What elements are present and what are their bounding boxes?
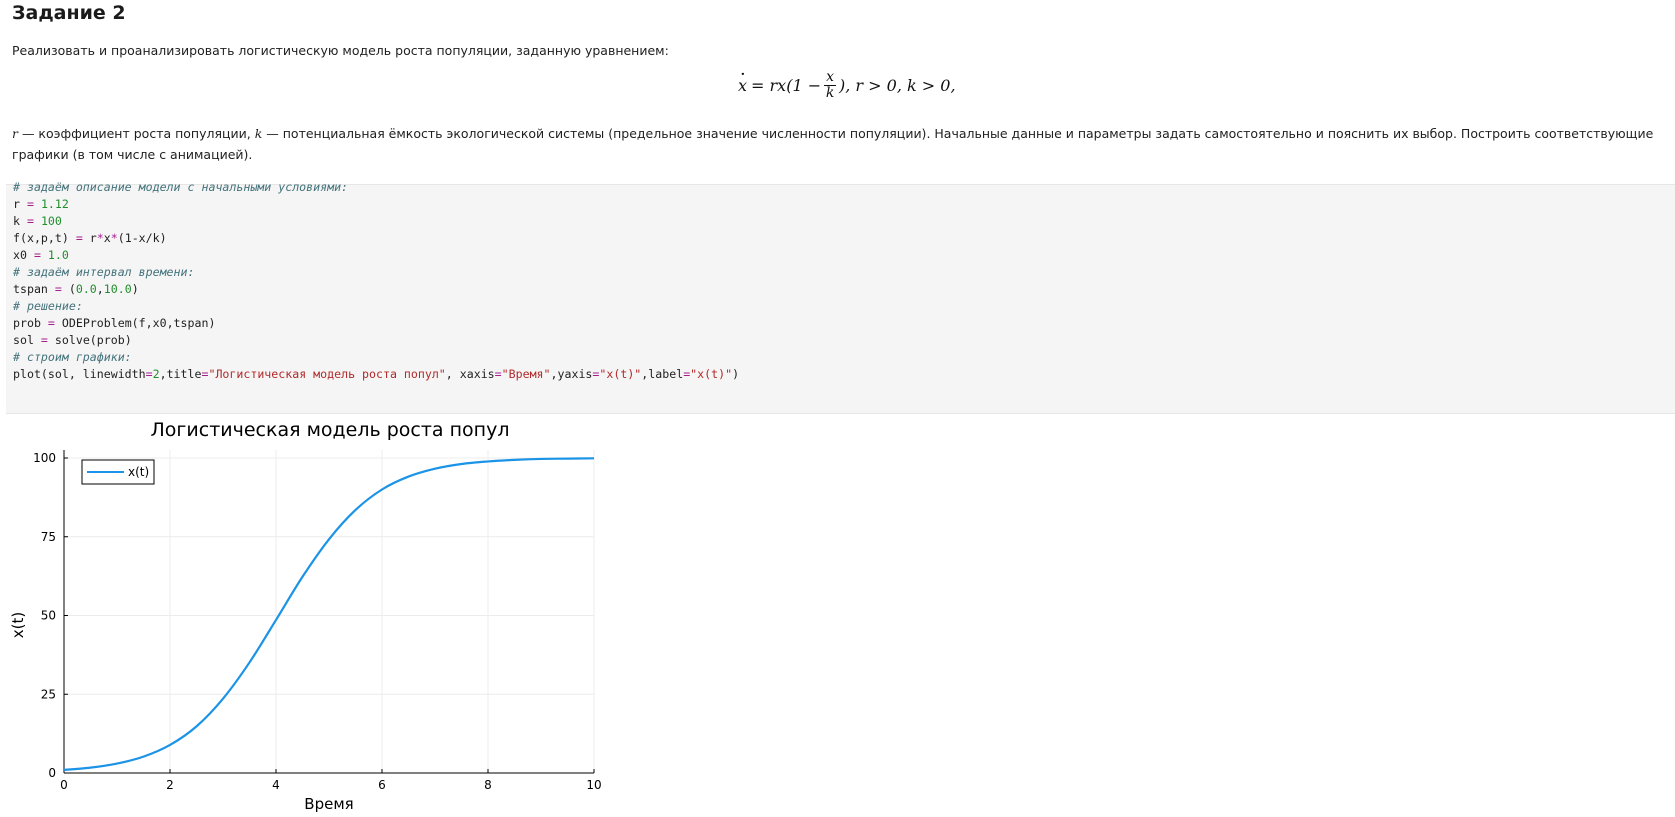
code-token: x0	[13, 248, 27, 262]
code-token: solve(prob)	[54, 333, 132, 347]
code-token: )	[131, 282, 139, 296]
chart-series	[63, 457, 595, 771]
code-line: tspan = (0.0,10.0)	[13, 280, 139, 298]
code-string: "x(t)"	[690, 367, 733, 381]
code-operator: =	[33, 333, 55, 347]
code-cell[interactable]: # задаём описание модели с начальными ус…	[6, 180, 1675, 414]
code-token: (	[68, 282, 76, 296]
code-line: x0 = 1.0	[13, 246, 69, 264]
code-operator: =	[19, 197, 41, 211]
y-tick-label: 75	[41, 530, 56, 544]
code-token: r	[13, 197, 20, 211]
chart-legend: x(t)	[81, 459, 155, 485]
y-tick-label: 100	[33, 451, 56, 465]
code-operator: =	[201, 367, 209, 381]
code-number: 1.0	[47, 248, 69, 262]
code-token: x	[103, 231, 111, 245]
code-token: (1-x/k)	[117, 231, 167, 245]
code-token: r	[89, 231, 97, 245]
equation-rhs-start: = rx(1 −	[751, 76, 822, 95]
code-token: ,title	[159, 367, 202, 381]
code-token: k	[13, 214, 20, 228]
var-k: k	[254, 126, 263, 141]
task-heading: Задание 2	[12, 2, 126, 24]
logistic-growth-chart: Логистическая модель роста попул 0 2 4 6 8 10…	[9, 419, 602, 813]
description-part-2: — потенциальная ёмкость экологической си…	[12, 126, 1654, 162]
code-line: r = 1.12	[13, 195, 69, 213]
description-part-1: — коэффициент роста популяции,	[17, 126, 255, 141]
code-number: 100	[40, 214, 62, 228]
code-string: "Логистическая модель роста попул"	[208, 367, 446, 381]
equation-lhs: x	[738, 64, 747, 95]
code-line: # решение:	[13, 297, 83, 315]
x-tick-label: 10	[586, 778, 601, 792]
code-operator: =	[494, 367, 502, 381]
code-operator: =	[145, 367, 153, 381]
chart-grid	[63, 450, 595, 774]
legend-label: x(t)	[128, 465, 149, 479]
x-tick-label: 0	[60, 778, 68, 792]
code-token: )	[732, 367, 740, 381]
code-token: ODEProblem(f,x0,tspan)	[61, 316, 216, 330]
x-tick-label: 6	[378, 778, 386, 792]
var-r: r	[12, 126, 18, 141]
code-token: prob	[13, 316, 41, 330]
series-line-x-t	[63, 457, 595, 771]
code-token: ,	[96, 282, 104, 296]
chart-title: Логистическая модель роста попул	[151, 419, 510, 441]
x-tick-label: 2	[166, 778, 174, 792]
code-comment: # решение:	[13, 299, 83, 313]
code-operator: =	[592, 367, 600, 381]
code-operator: *	[96, 231, 104, 245]
code-number: 2	[152, 367, 160, 381]
code-operator: =	[683, 367, 691, 381]
code-comment: # задаём описание модели с начальными ус…	[13, 180, 349, 194]
intro-text: Реализовать и проанализировать логистиче…	[12, 43, 669, 58]
code-string: "x(t)"	[599, 367, 642, 381]
x-tick-label: 8	[484, 778, 492, 792]
y-tick-label: 50	[41, 609, 56, 623]
code-token: tspan	[13, 282, 48, 296]
code-number: 0.0	[75, 282, 97, 296]
equation-rhs-end: ), r > 0, k > 0,	[839, 76, 956, 95]
fraction-denominator: k	[825, 85, 835, 101]
chart-axes	[63, 450, 594, 774]
code-token: sol	[13, 333, 34, 347]
code-line: # задаём описание модели с начальными ус…	[13, 178, 348, 196]
logistic-equation: x = rx(1 − x k ), r > 0, k > 0,	[738, 64, 956, 101]
equation-fraction: x k	[824, 69, 837, 101]
code-token: ,yaxis	[550, 367, 593, 381]
code-number: 1.12	[40, 197, 69, 211]
code-line: f(x,p,t) = r*x*(1-x/k)	[13, 229, 167, 247]
code-number: 10.0	[103, 282, 132, 296]
code-line: prob = ODEProblem(f,x0,tspan)	[13, 314, 215, 332]
description-text: r — коэффициент роста популяции, k — пот…	[12, 123, 1662, 165]
code-line: plot(sol, linewidth=2,title="Логистическ…	[13, 365, 739, 383]
code-token: , xaxis	[445, 367, 495, 381]
code-operator: =	[40, 316, 62, 330]
code-operator: =	[47, 282, 69, 296]
fraction-numerator: x	[824, 69, 837, 86]
code-operator: *	[110, 231, 118, 245]
y-tick-label: 25	[41, 687, 56, 701]
y-tick-label: 0	[48, 766, 56, 780]
code-string: "Время"	[501, 367, 551, 381]
code-operator: =	[26, 248, 48, 262]
code-line: sol = solve(prob)	[13, 331, 132, 349]
code-operator: =	[19, 214, 41, 228]
code-comment: # задаём интервал времени:	[13, 265, 195, 279]
code-comment: # строим графики:	[13, 350, 132, 364]
y-axis-label: x(t)	[9, 612, 27, 638]
code-line: # строим графики:	[13, 348, 132, 366]
code-token: ,label	[641, 367, 684, 381]
x-tick-label: 4	[272, 778, 280, 792]
code-token: f(x,p,t)	[13, 231, 69, 245]
code-token: plot(sol, linewidth	[13, 367, 146, 381]
code-line: k = 100	[13, 212, 62, 230]
x-axis-label: Время	[304, 795, 353, 813]
code-operator: =	[68, 231, 90, 245]
code-line: # задаём интервал времени:	[13, 263, 194, 281]
